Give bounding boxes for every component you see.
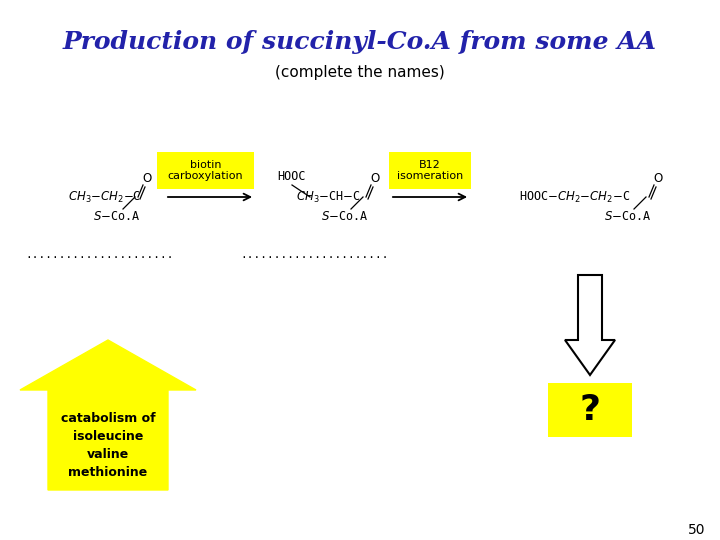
Text: HOOC: HOOC — [278, 171, 306, 184]
Text: B12
isomeration: B12 isomeration — [397, 160, 463, 181]
Text: ......................: ...................... — [26, 250, 174, 260]
Text: $CH_3$$-$CH$-$C: $CH_3$$-$CH$-$C — [296, 190, 360, 205]
Text: O: O — [143, 172, 152, 186]
Text: biotin
carboxylation: biotin carboxylation — [168, 160, 243, 181]
Text: $S$$-$Co.A: $S$$-$Co.A — [321, 211, 369, 224]
Text: ?: ? — [580, 393, 600, 427]
Text: Production of succinyl-Co.A from some AA: Production of succinyl-Co.A from some AA — [63, 30, 657, 54]
FancyBboxPatch shape — [548, 383, 632, 437]
Text: ......................: ...................... — [240, 250, 390, 260]
Text: $CH_3$$-$$CH_2$$-$C: $CH_3$$-$$CH_2$$-$C — [68, 190, 142, 205]
Text: (complete the names): (complete the names) — [275, 64, 445, 79]
Text: O: O — [653, 172, 662, 186]
Polygon shape — [565, 275, 615, 375]
Text: HOOC$-$$CH_2$$-$$CH_2$$-$C: HOOC$-$$CH_2$$-$$CH_2$$-$C — [519, 190, 631, 205]
Polygon shape — [20, 340, 196, 490]
Text: $S$$-$Co.A: $S$$-$Co.A — [604, 211, 652, 224]
Text: O: O — [370, 172, 379, 186]
Text: 50: 50 — [688, 523, 705, 537]
Text: catabolism of
isoleucine
valine
methionine: catabolism of isoleucine valine methioni… — [60, 411, 156, 478]
Text: $S$$-$Co.A: $S$$-$Co.A — [94, 211, 140, 224]
FancyBboxPatch shape — [157, 152, 254, 189]
FancyBboxPatch shape — [389, 152, 471, 189]
